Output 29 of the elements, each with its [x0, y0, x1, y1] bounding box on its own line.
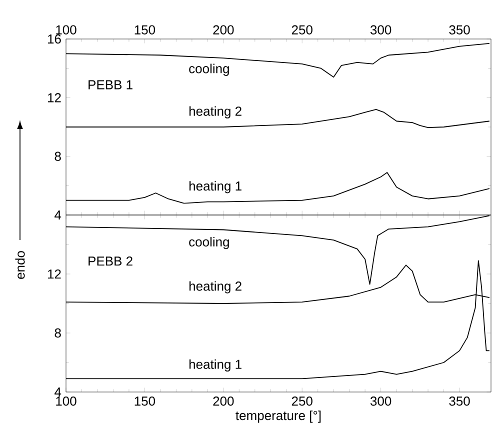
- series-label: heating 1: [189, 359, 242, 372]
- series-label: cooling: [189, 236, 229, 250]
- y-axis-title: endo: [15, 251, 25, 279]
- x-tick-label: 250: [292, 25, 312, 34]
- x-tick-label: 300: [370, 396, 392, 406]
- y-tick-label: 12: [48, 269, 61, 279]
- x-axis-title: temperature [°]: [236, 410, 321, 423]
- y-tick-label: 8: [54, 328, 61, 338]
- x-tick-label: 350: [449, 25, 470, 34]
- y-tick-label: 16: [48, 34, 61, 44]
- annotation: PEBB 2: [88, 256, 132, 266]
- x-tick-label: 200: [213, 396, 234, 406]
- x-tick-label: 250: [292, 396, 312, 406]
- y-tick-label: 12: [48, 93, 61, 102]
- series-label: cooling: [189, 64, 229, 76]
- x-tick-label: 100: [56, 396, 76, 406]
- x-tick-label: 300: [370, 25, 392, 34]
- y-tick-label: 4: [54, 388, 62, 396]
- y-tick-label: 8: [54, 152, 61, 161]
- x-tick-label: 350: [449, 396, 470, 406]
- x-tick-label: 200: [213, 25, 234, 34]
- series-label: heating 1: [189, 181, 242, 194]
- series-label: heating 2: [189, 106, 242, 118]
- x-tick-label: 100: [56, 25, 76, 34]
- annotation: PEBB 1: [88, 80, 132, 90]
- series-label: heating 2: [189, 281, 242, 294]
- y-tick-label: 4: [54, 210, 62, 220]
- x-tick-label: 150: [134, 396, 156, 406]
- x-tick-label: 150: [134, 25, 156, 34]
